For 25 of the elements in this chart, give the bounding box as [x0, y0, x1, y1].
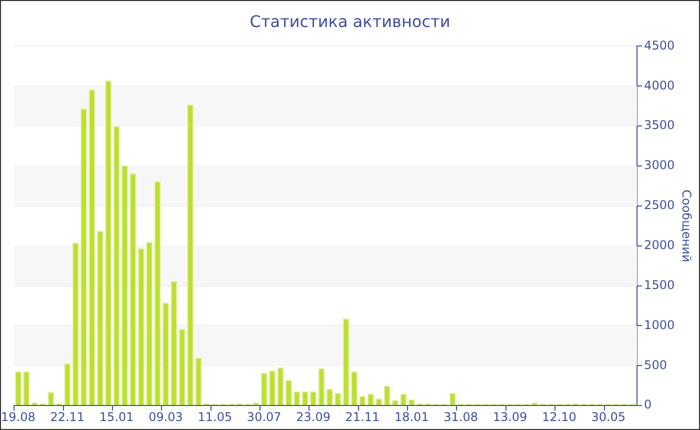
y-axis-title: Сообщений [680, 190, 694, 262]
y-tick-label: 3000 [644, 158, 675, 172]
x-tick-label: 11.05 [198, 410, 232, 424]
y-tick-label: 1000 [644, 318, 675, 332]
y-tick-label: 2000 [644, 238, 675, 252]
x-tick-label: 09.03 [148, 410, 183, 424]
y-tick-label: 2500 [644, 198, 675, 212]
x-tick-label: 30.05 [591, 410, 626, 424]
x-tick-label: 22.11 [50, 410, 85, 424]
y-tick-label: 3500 [644, 118, 675, 132]
x-tick-label: 31.08 [444, 410, 478, 424]
x-tick-label: 19.08 [1, 410, 36, 424]
y-tick-label: 4500 [644, 38, 675, 52]
y-tick-label: 500 [644, 358, 667, 372]
x-tick-label: 30.07 [246, 410, 282, 424]
x-tick-label: 15.01 [99, 410, 134, 424]
x-tick-label: 23.09 [296, 410, 330, 424]
x-tick-label: 21.11 [345, 410, 380, 424]
y-tick-label: 1500 [644, 278, 675, 292]
y-tick-label: 4000 [644, 78, 675, 92]
x-tick-label: 12.10 [542, 410, 576, 424]
y-tick-label: 0 [644, 398, 652, 412]
chart-title: Статистика активности [250, 12, 450, 31]
x-tick-label: 18.01 [394, 410, 429, 424]
x-tick-label: 13.09 [492, 410, 528, 424]
